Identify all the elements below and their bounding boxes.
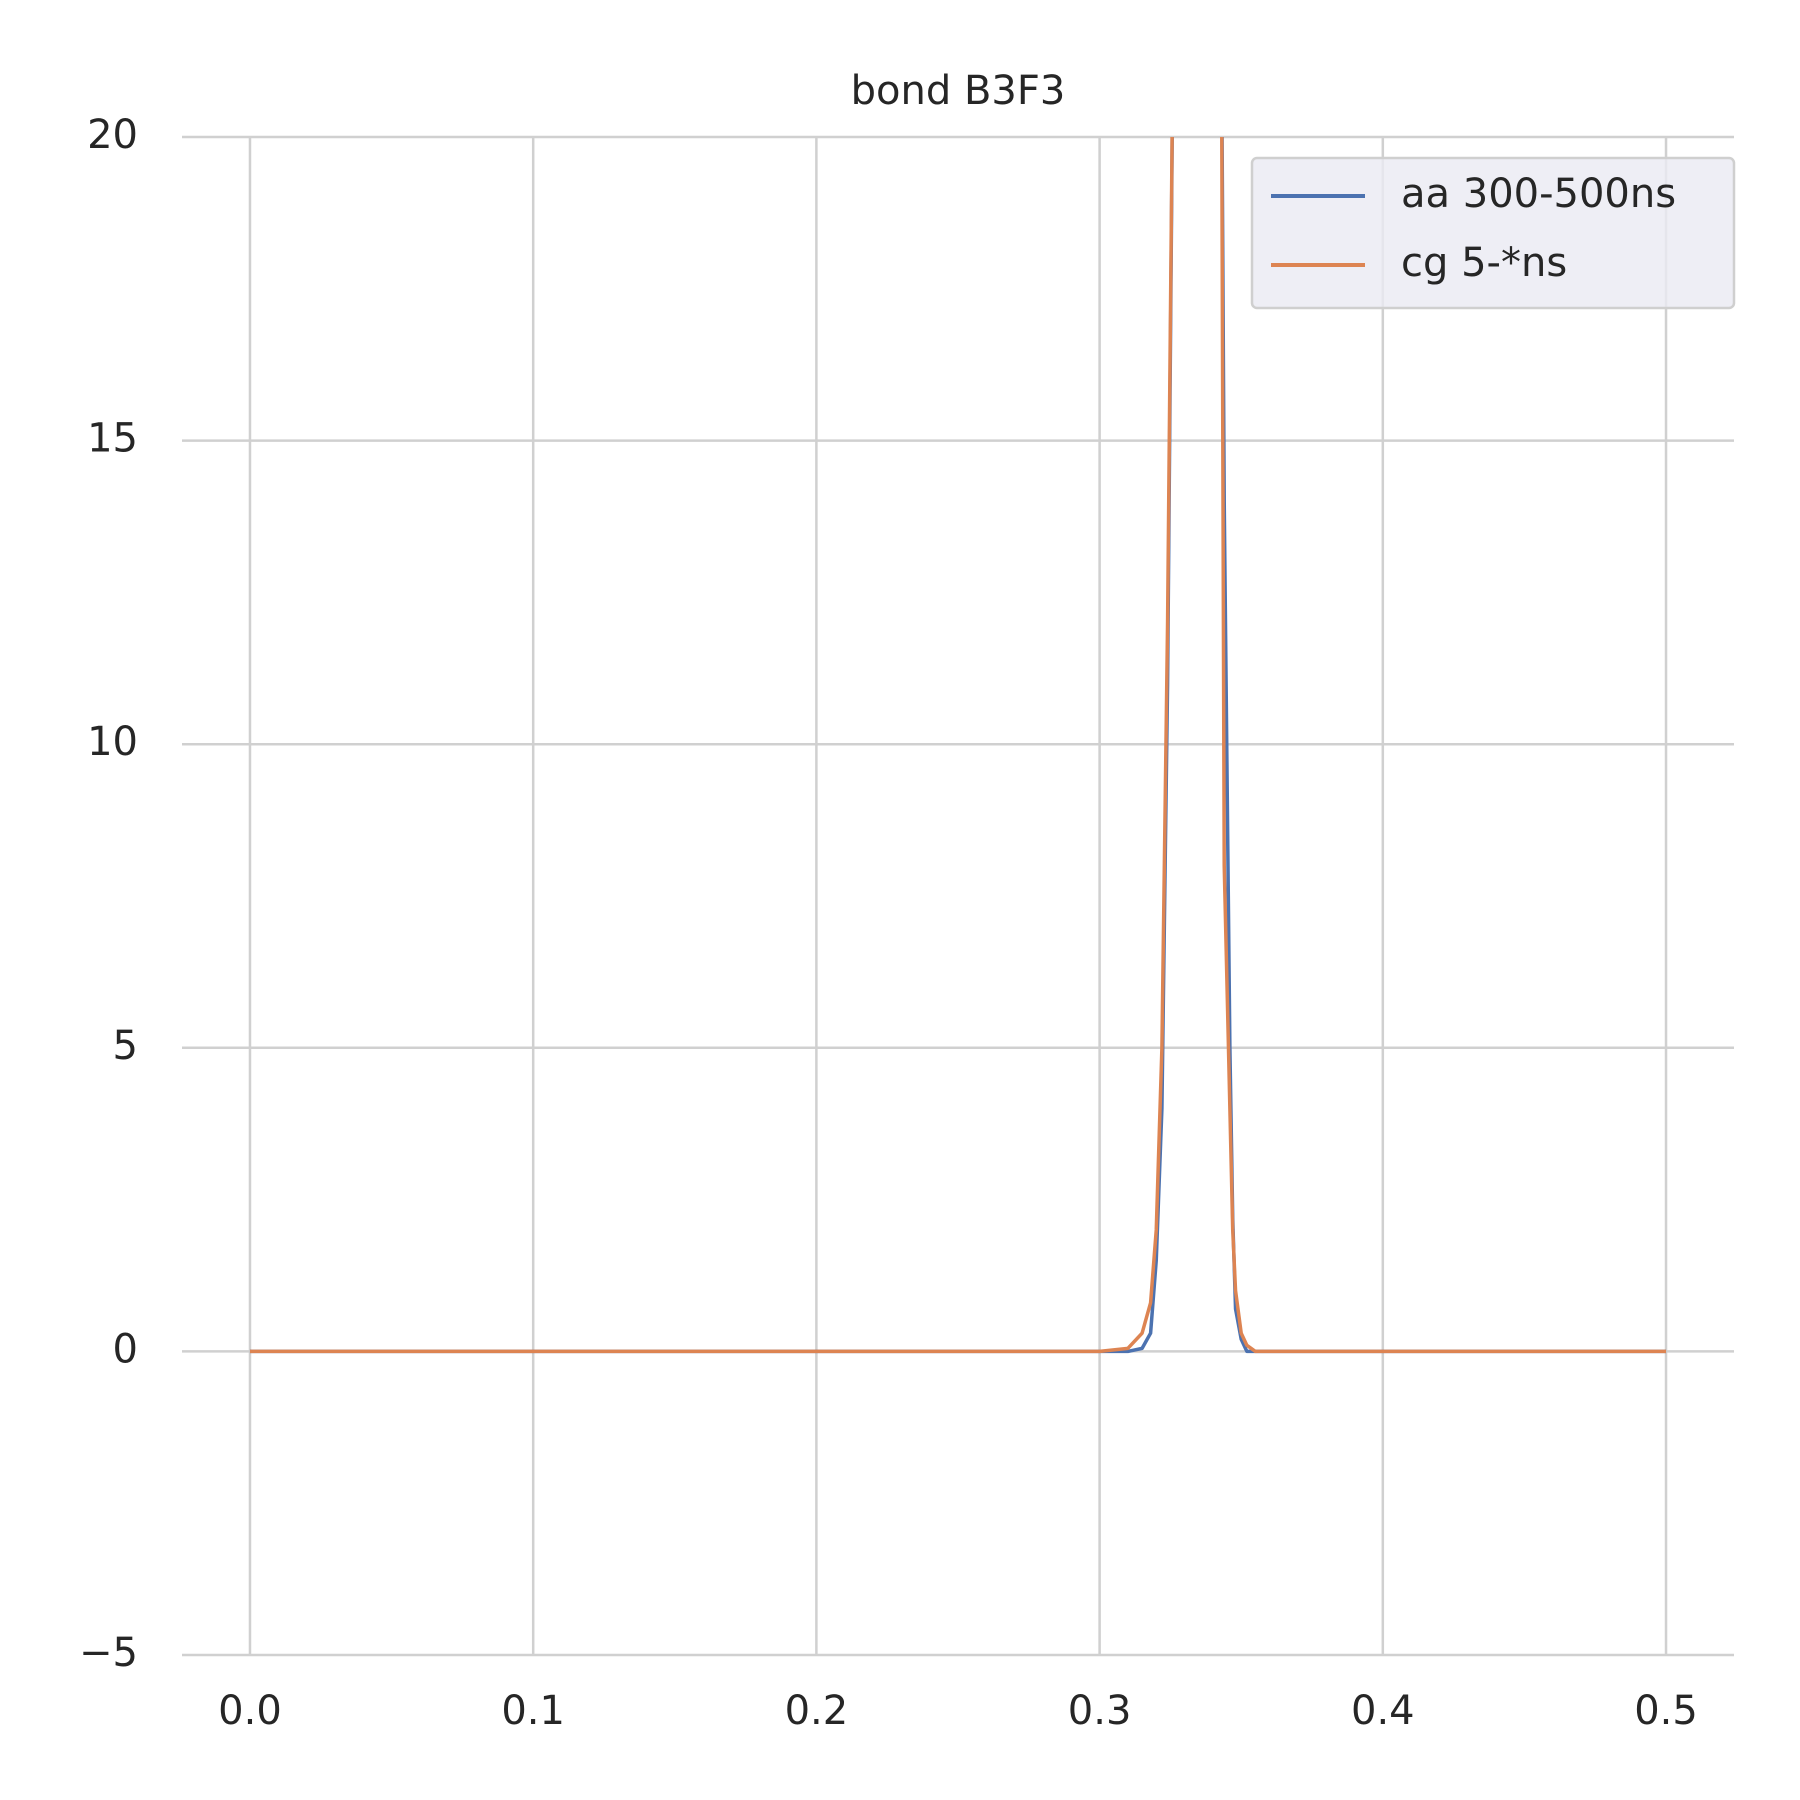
legend-box xyxy=(1250,156,1736,310)
legend-label: cg 5-*ns xyxy=(1401,240,1567,286)
x-tick-label: 0.5 xyxy=(1634,1688,1698,1734)
y-tick-label: −5 xyxy=(79,1630,138,1676)
chart-title: bond B3F3 xyxy=(851,68,1066,114)
legend: aa 300-500ns cg 5-*ns xyxy=(1250,156,1736,310)
y-tick-label: 0 xyxy=(113,1326,138,1372)
x-tick-label: 0.2 xyxy=(785,1688,849,1734)
legend-label: aa 300-500ns xyxy=(1401,171,1676,217)
x-tick-label: 0.1 xyxy=(501,1688,565,1734)
y-tick-label: 10 xyxy=(87,719,138,765)
y-tick-label: 5 xyxy=(113,1023,138,1069)
y-tick-label: 20 xyxy=(87,112,138,158)
x-tick-label: 0.4 xyxy=(1351,1688,1415,1734)
y-tick-label: 15 xyxy=(87,416,138,462)
x-tick-label: 0.3 xyxy=(1068,1688,1132,1734)
data-line xyxy=(249,137,1667,1354)
x-tick-label: 0.0 xyxy=(218,1688,282,1734)
plot-area xyxy=(249,137,1667,1354)
data-line xyxy=(249,137,1667,1354)
